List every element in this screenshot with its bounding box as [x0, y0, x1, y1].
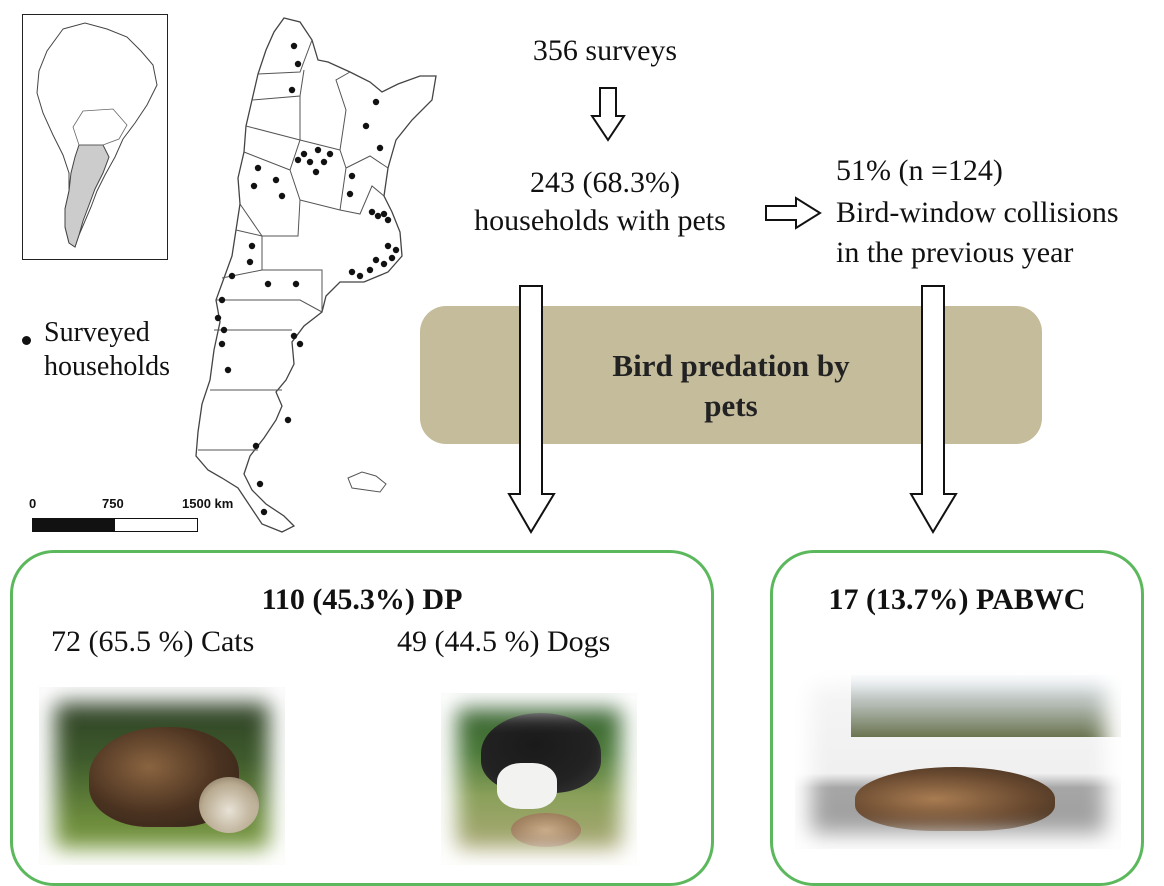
- dogs-label: 49 (44.5 %) Dogs: [397, 625, 611, 658]
- banner-line2: pets: [704, 388, 758, 423]
- scale-tick-0: 0: [29, 496, 37, 511]
- banner-line1: Bird predation by: [612, 348, 850, 383]
- pets-count-text: 243 (68.3%): [530, 166, 680, 199]
- argentina-map: [195, 17, 437, 533]
- scale-bar-white: [114, 518, 198, 532]
- arrow-right-icon: [765, 196, 822, 230]
- dog-chest-shape: [497, 763, 557, 809]
- province-borders: [198, 39, 389, 451]
- legend-label-line1: Surveyed: [44, 317, 150, 348]
- window-reflection-shape: [851, 675, 1121, 737]
- collisions-line2-text: in the previous year: [836, 236, 1074, 269]
- pabwc-title: 17 (13.7%) PABWC: [828, 583, 1086, 616]
- south-america-map: [36, 22, 158, 248]
- scale-tick-1500: 1500 km: [182, 496, 234, 511]
- collision-photo: [795, 669, 1121, 849]
- collisions-count-text: 51% (n =124): [836, 154, 1003, 187]
- scale-bar-black: [32, 518, 116, 532]
- islands-shape: [347, 471, 387, 493]
- map-marker-icon: [22, 336, 31, 345]
- collisions-line1-text: Bird-window collisions: [836, 196, 1119, 229]
- surveys-text: 356 surveys: [532, 34, 678, 67]
- cat-photo: [39, 687, 285, 865]
- arrow-down-icon: [507, 285, 556, 534]
- survey-points: [214, 42, 400, 516]
- dog-photo: [441, 693, 637, 865]
- arrow-down-icon: [909, 285, 958, 534]
- bird-shape: [511, 813, 581, 847]
- pabwc-box: 17 (13.7%) PABWC: [770, 550, 1144, 886]
- cats-label: 72 (65.5 %) Cats: [51, 625, 255, 658]
- dp-title: 110 (45.3%) DP: [261, 583, 463, 616]
- pets-label-text: households with pets: [474, 204, 726, 237]
- legend-label-line2: households: [44, 351, 170, 382]
- cat-head-shape: [199, 777, 259, 833]
- dead-bird-shape: [855, 767, 1055, 831]
- arrow-down-icon: [590, 87, 626, 142]
- inset-map: [22, 14, 168, 260]
- scale-tick-750: 750: [102, 496, 124, 511]
- dp-box: 110 (45.3%) DP 72 (65.5 %) Cats 49 (44.5…: [10, 550, 714, 886]
